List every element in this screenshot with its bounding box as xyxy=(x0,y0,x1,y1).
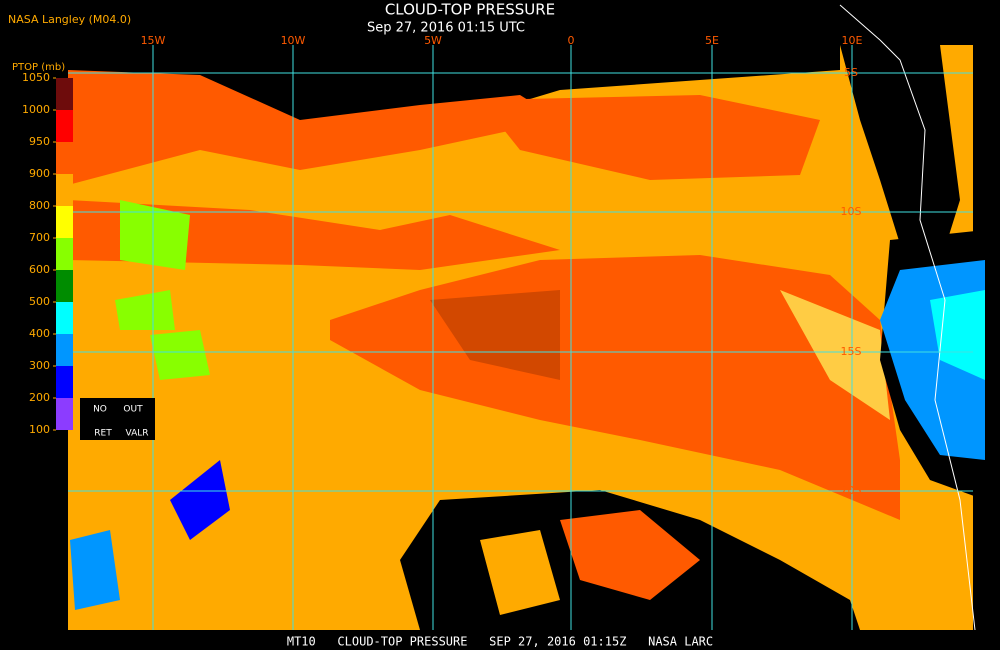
colorbar-tick-label: 950 xyxy=(29,135,50,148)
longitude-label: 15W xyxy=(141,34,166,47)
map-title: CLOUD-TOP PRESSURE xyxy=(385,1,555,19)
coastline xyxy=(839,4,976,631)
mid-high-cloud xyxy=(150,330,210,380)
colorbar-tick-label: 1000 xyxy=(22,103,50,116)
colorbar-tick-label: 1050 xyxy=(22,71,50,84)
colorbar-tick-label: 400 xyxy=(29,327,50,340)
longitude-label: 0 xyxy=(568,34,575,47)
longitude-label: 10W xyxy=(281,34,306,47)
source-label: NASA Langley (M04.0) xyxy=(8,13,131,26)
mid-cloud xyxy=(430,290,560,380)
satellite-image xyxy=(68,4,985,631)
colorbar-segment xyxy=(56,110,73,142)
latitude-label: 10S xyxy=(841,205,862,218)
mid-cloud xyxy=(68,70,560,185)
colorbar-tick-label: 700 xyxy=(29,231,50,244)
colorbar-tick-label: 800 xyxy=(29,199,50,212)
colorbar-segment xyxy=(56,174,73,206)
colorbar: 1050 1000 950 900 800 700 600 500 400 300 200 100 xyxy=(22,71,73,436)
longitude-label: 10E xyxy=(842,34,863,47)
flag-label: NO xyxy=(93,405,107,415)
clear-sky xyxy=(840,45,960,280)
map-subtitle: Sep 27, 2016 01:15 UTC xyxy=(367,21,525,36)
longitude-label: 5W xyxy=(424,34,442,47)
colorbar-segment xyxy=(56,270,73,302)
colorbar-segment xyxy=(56,206,73,238)
colorbar-segment xyxy=(56,366,73,398)
high-cloud xyxy=(170,460,230,540)
mid-cloud xyxy=(68,200,560,270)
latitude-label: 15S xyxy=(841,345,862,358)
graticule xyxy=(68,45,973,630)
colorbar-segment xyxy=(56,142,73,174)
colorbar-tick-label: 300 xyxy=(29,359,50,372)
flag-label: OUT xyxy=(123,405,143,415)
mid-cloud xyxy=(480,95,820,180)
longitude-label: 5E xyxy=(705,34,719,47)
colorbar-tick-label: 500 xyxy=(29,295,50,308)
footer: MT10 CLOUD-TOP PRESSURE SEP 27, 2016 01:… xyxy=(287,635,713,649)
low-cloud xyxy=(780,290,890,420)
mid-high-cloud xyxy=(120,200,190,270)
low-cloud xyxy=(480,530,560,615)
colorbar-segment xyxy=(56,78,73,110)
colorbar-tick-label: 200 xyxy=(29,391,50,404)
mid-cloud xyxy=(560,510,700,600)
colorbar-segment xyxy=(56,238,73,270)
latitude-label: 20S xyxy=(841,484,862,497)
colorbar-tick-label: 600 xyxy=(29,263,50,276)
colorbar-segment xyxy=(56,398,73,430)
high-cloud xyxy=(70,530,120,610)
flag-label: RET xyxy=(94,429,112,439)
flag-label: VALR xyxy=(125,429,148,439)
colorbar-segment xyxy=(56,334,73,366)
latitude-label: 5S xyxy=(844,66,858,79)
mid-high-cloud xyxy=(115,290,175,330)
colorbar-segment xyxy=(56,302,73,334)
colorbar-tick-label: 900 xyxy=(29,167,50,180)
flag-box xyxy=(80,398,155,440)
colorbar-tick-label: 100 xyxy=(29,423,50,436)
colorbar-title: PTOP (mb) xyxy=(12,62,65,73)
